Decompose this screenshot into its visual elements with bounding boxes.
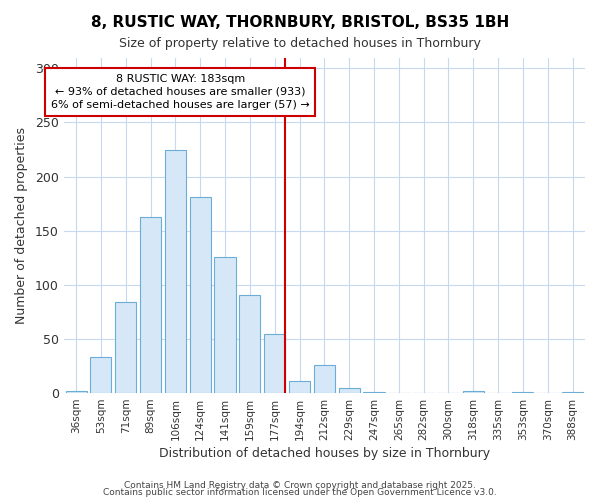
Bar <box>65 391 86 393</box>
Y-axis label: Number of detached properties: Number of detached properties <box>15 127 28 324</box>
Bar <box>140 216 161 393</box>
Text: 8, RUSTIC WAY, THORNBURY, BRISTOL, BS35 1BH: 8, RUSTIC WAY, THORNBURY, BRISTOL, BS35 … <box>91 15 509 30</box>
X-axis label: Distribution of detached houses by size in Thornbury: Distribution of detached houses by size … <box>159 447 490 460</box>
Bar <box>239 294 260 393</box>
Text: Contains public sector information licensed under the Open Government Licence v3: Contains public sector information licen… <box>103 488 497 497</box>
Text: 8 RUSTIC WAY: 183sqm
← 93% of detached houses are smaller (933)
6% of semi-detac: 8 RUSTIC WAY: 183sqm ← 93% of detached h… <box>51 74 310 110</box>
Bar <box>364 392 385 393</box>
Bar <box>289 381 310 393</box>
Bar <box>463 391 484 393</box>
Bar <box>165 150 186 393</box>
Bar <box>338 388 360 393</box>
Bar <box>190 197 211 393</box>
Bar <box>264 334 285 393</box>
Bar <box>91 358 112 393</box>
Bar <box>214 256 236 393</box>
Text: Contains HM Land Registry data © Crown copyright and database right 2025.: Contains HM Land Registry data © Crown c… <box>124 480 476 490</box>
Bar <box>115 302 136 393</box>
Bar <box>314 365 335 393</box>
Bar <box>512 392 533 393</box>
Text: Size of property relative to detached houses in Thornbury: Size of property relative to detached ho… <box>119 38 481 51</box>
Bar <box>562 392 583 393</box>
